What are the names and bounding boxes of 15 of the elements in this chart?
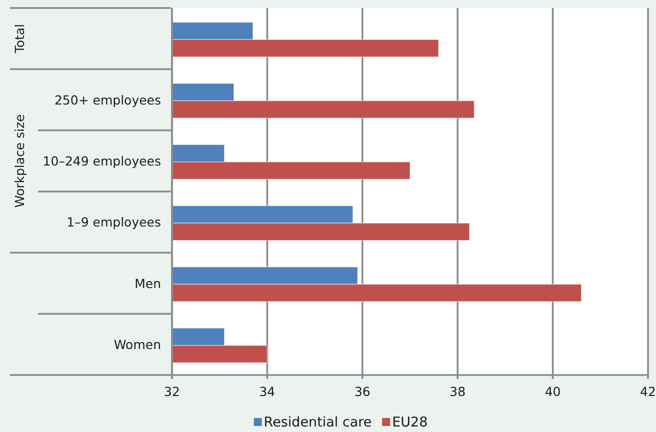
y-tick-label: 10–249 employees [42, 153, 161, 168]
text: Workplace size [12, 114, 27, 208]
y-tick-label: Women [114, 336, 161, 352]
text: Total [12, 24, 27, 54]
y-tick-label: 1–9 employees [66, 214, 161, 230]
legend-label: Residential care [264, 414, 372, 430]
y-tick-label: Men [134, 276, 161, 291]
x-tick-label: 38 [450, 384, 466, 399]
x-tick-label: 42 [640, 384, 656, 399]
x-tick-label: 36 [354, 384, 370, 399]
x-tick-label: 34 [259, 384, 276, 399]
legend-label: EU28 [392, 414, 428, 430]
x-tick-label: 40 [544, 384, 561, 399]
y-tick-label: 250+ employees [54, 92, 161, 108]
x-tick-label: 32 [164, 384, 180, 399]
